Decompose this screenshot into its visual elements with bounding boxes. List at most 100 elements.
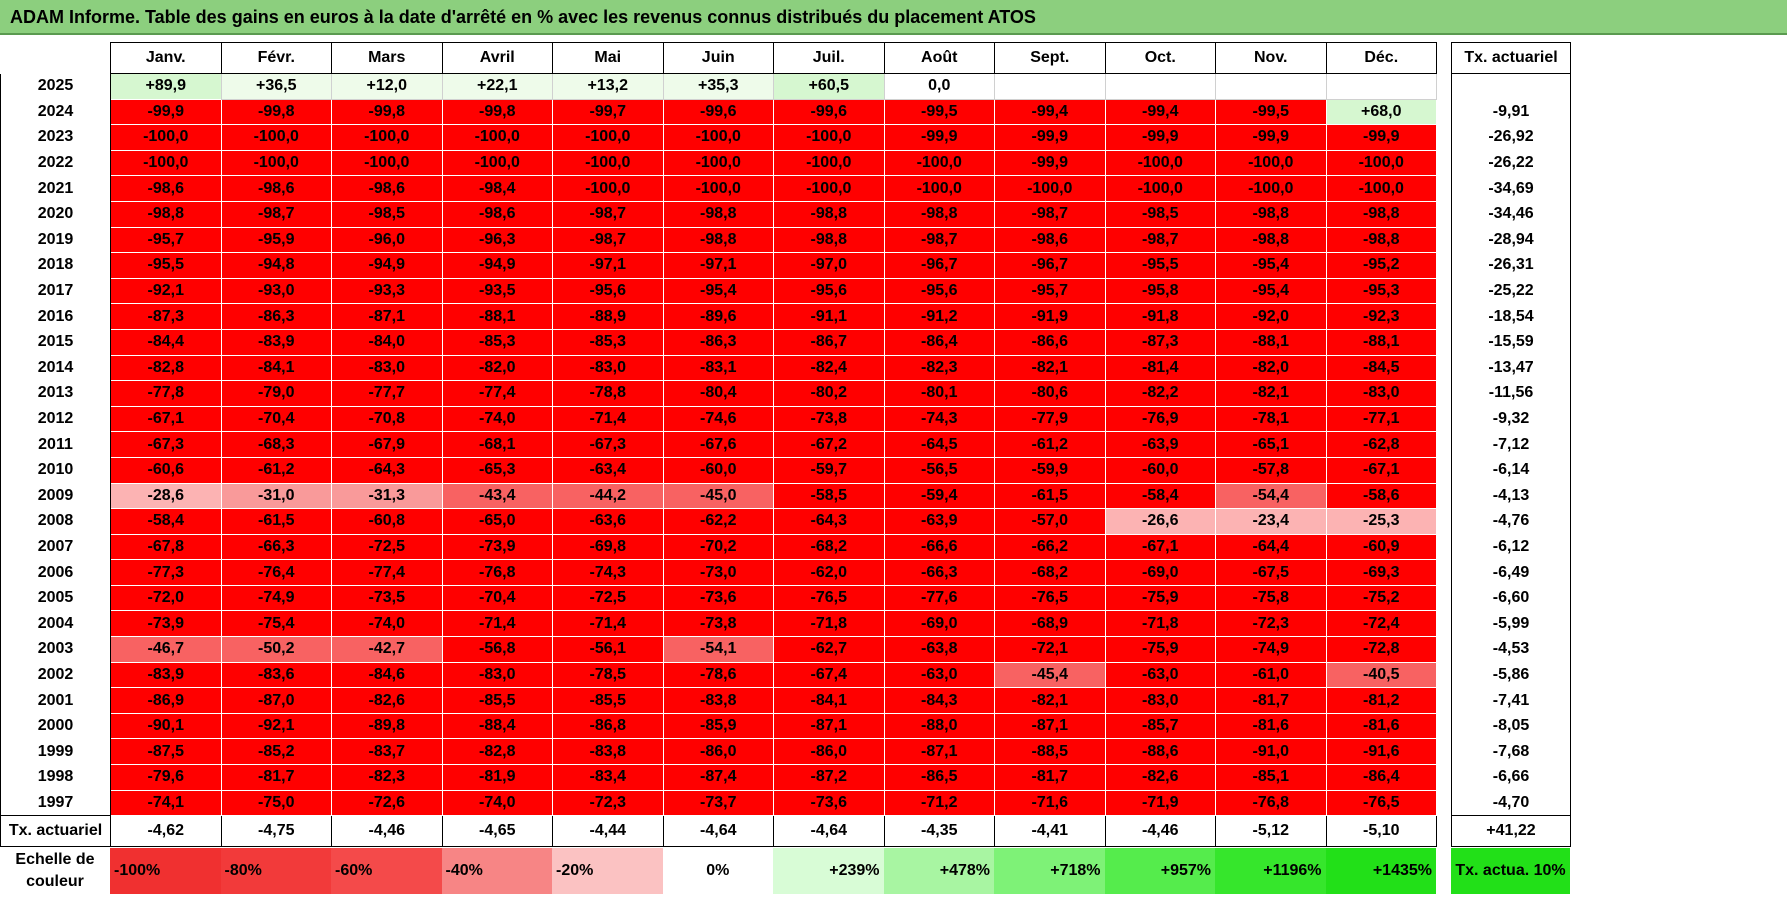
value-cell: -87,1 bbox=[331, 303, 443, 330]
value-cell: -81,7 bbox=[994, 764, 1106, 791]
tx-value: -11,56 bbox=[1451, 380, 1571, 407]
gap-cell bbox=[1436, 329, 1452, 356]
value-cell: -100,0 bbox=[773, 149, 885, 177]
value-cell: -86,3 bbox=[662, 328, 774, 356]
gap-cell bbox=[1436, 848, 1451, 894]
value-cell: -69,8 bbox=[552, 533, 664, 561]
tx-value: -6,14 bbox=[1451, 457, 1571, 483]
value-cell: -80,4 bbox=[662, 380, 774, 407]
year-label: 2018 bbox=[0, 252, 111, 279]
table-row: 2016 -87,3 -86,3 -87,1 -88,1 -88,9 -89,6 -91,1-… bbox=[0, 303, 1571, 330]
value-cell: -87,2 bbox=[773, 764, 885, 791]
value-cell: -73,7 bbox=[662, 789, 774, 817]
value-cell: -86,4 bbox=[1325, 764, 1437, 791]
value-cell: -100,0 bbox=[220, 124, 332, 151]
month-header: Mai bbox=[552, 42, 664, 74]
table-row: 2022 -100,0 -100,0 -100,0 -100,0 -100,0 -100,0… bbox=[0, 149, 1571, 177]
value-cell: -67,1 bbox=[1104, 533, 1216, 561]
value-cell: -76,5 bbox=[994, 584, 1106, 612]
value-cell: -62,7 bbox=[773, 636, 885, 663]
value-cell: -58,4 bbox=[1104, 482, 1216, 510]
gap-cell bbox=[1436, 815, 1452, 847]
value-cell: -99,9 bbox=[1325, 124, 1437, 151]
value-cell: -77,4 bbox=[331, 559, 443, 586]
value-cell: -82,0 bbox=[441, 354, 553, 382]
value-cell: -23,4 bbox=[1215, 508, 1327, 535]
value-cell: -88,4 bbox=[441, 712, 553, 740]
tx-value: -25,22 bbox=[1451, 278, 1571, 304]
footer-value: -5,12 bbox=[1215, 815, 1327, 848]
value-cell: -74,0 bbox=[331, 610, 443, 638]
tx-value: -9,32 bbox=[1451, 406, 1571, 432]
value-cell: -77,7 bbox=[331, 380, 443, 407]
value-cell: -100,0 bbox=[1215, 175, 1327, 202]
value-cell: -42,7 bbox=[331, 636, 443, 663]
value-cell: -91,1 bbox=[773, 303, 885, 330]
value-cell: -88,1 bbox=[441, 303, 553, 330]
value-cell: -46,7 bbox=[110, 636, 222, 663]
value-cell: -28,6 bbox=[110, 482, 222, 510]
month-header: Févr. bbox=[220, 42, 332, 74]
value-cell: -100,0 bbox=[552, 124, 664, 151]
value-cell: -58,4 bbox=[110, 508, 222, 535]
gap-cell bbox=[1436, 662, 1452, 688]
value-cell: -92,1 bbox=[110, 277, 222, 305]
value-cell: -78,5 bbox=[552, 661, 664, 689]
tx-value: -4,76 bbox=[1451, 508, 1571, 535]
scale-swatch: -20% bbox=[552, 848, 663, 894]
year-label: 2002 bbox=[0, 662, 111, 688]
table-row: 2002 -83,9 -83,6 -84,6 -83,0 -78,5 -78,6 -67,4-… bbox=[0, 661, 1571, 689]
value-cell: -71,4 bbox=[552, 405, 664, 433]
value-cell: -98,4 bbox=[441, 175, 553, 202]
value-cell: -95,6 bbox=[883, 277, 995, 305]
value-cell: -95,3 bbox=[1325, 277, 1437, 305]
value-cell: -89,8 bbox=[331, 712, 443, 740]
footer-value: -4,64 bbox=[773, 815, 885, 848]
value-cell: -56,8 bbox=[441, 636, 553, 663]
value-cell: -99,9 bbox=[1215, 124, 1327, 151]
value-cell: -75,9 bbox=[1104, 584, 1216, 612]
table-row: 2005 -72,0 -74,9 -73,5 -70,4 -72,5 -73,6 -76,5-… bbox=[0, 584, 1571, 612]
value-cell: -88,1 bbox=[1215, 328, 1327, 356]
scale-swatch: -100% bbox=[110, 848, 221, 894]
footer-value: -4,75 bbox=[220, 815, 332, 848]
value-cell: -85,2 bbox=[220, 738, 332, 766]
scale-swatch: -40% bbox=[441, 848, 552, 894]
tx-value: -4,13 bbox=[1451, 483, 1571, 509]
value-cell: -70,4 bbox=[441, 584, 553, 612]
value-cell: -98,7 bbox=[883, 226, 995, 254]
value-cell: -100,0 bbox=[1325, 149, 1437, 177]
value-cell: -66,3 bbox=[883, 559, 995, 586]
value-cell: -95,5 bbox=[110, 252, 222, 279]
footer-value: -4,35 bbox=[883, 815, 995, 848]
value-cell: -84,1 bbox=[773, 687, 885, 714]
value-cell: -83,8 bbox=[552, 738, 664, 766]
gap-cell bbox=[1436, 508, 1452, 535]
value-cell: -82,3 bbox=[883, 354, 995, 382]
year-label: 2013 bbox=[0, 380, 111, 407]
footer-value: -4,46 bbox=[331, 815, 443, 848]
value-cell: -72,4 bbox=[1325, 610, 1437, 638]
value-cell: -72,5 bbox=[331, 533, 443, 561]
value-cell: -68,9 bbox=[994, 610, 1106, 638]
value-cell: -71,6 bbox=[994, 789, 1106, 817]
value-cell: -95,7 bbox=[110, 226, 222, 254]
gap-cell bbox=[1436, 559, 1452, 586]
page-title: ADAM Informe. Table des gains en euros à… bbox=[10, 7, 1036, 27]
header-row: Janv. Févr. Mars Avril Mai Juin Juil. Août Sept.… bbox=[0, 42, 1571, 74]
value-cell: -95,9 bbox=[220, 226, 332, 254]
value-cell: -57,0 bbox=[994, 508, 1106, 535]
value-cell: -80,6 bbox=[994, 380, 1106, 407]
value-cell: -75,2 bbox=[1325, 584, 1437, 612]
gap-cell bbox=[1436, 175, 1452, 202]
value-cell: -26,6 bbox=[1104, 508, 1216, 535]
value-cell: -87,4 bbox=[662, 764, 774, 791]
table-row: 2025 +89,9 +36,5 +12,0 +22,1 +13,2 +35,3 +60,5 0… bbox=[0, 73, 1571, 100]
table-row: 2008 -58,4 -61,5 -60,8 -65,0 -63,6 -62,2 -64,3-… bbox=[0, 508, 1571, 535]
value-cell: -40,5 bbox=[1325, 661, 1437, 689]
value-cell: -98,6 bbox=[110, 175, 222, 202]
gap-cell bbox=[1436, 355, 1452, 381]
value-cell: -69,0 bbox=[1104, 559, 1216, 586]
value-cell: -81,9 bbox=[441, 764, 553, 791]
value-cell: -83,6 bbox=[220, 661, 332, 689]
